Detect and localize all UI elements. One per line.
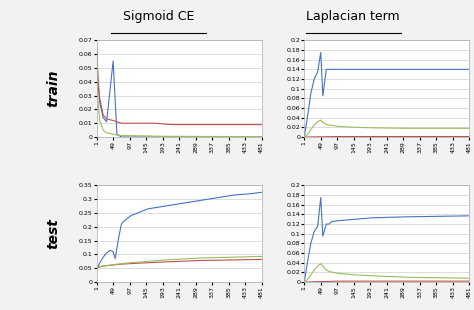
- Legend: origin, α=1.0, α=0.1: origin, α=1.0, α=0.1: [329, 191, 444, 202]
- Legend: origin, α=1.0, α=0.1: origin, α=1.0, α=0.1: [122, 191, 237, 202]
- Text: Sigmoid CE: Sigmoid CE: [123, 10, 194, 23]
- Text: train: train: [46, 70, 60, 107]
- Text: test: test: [46, 218, 60, 249]
- Text: Laplacian term: Laplacian term: [306, 10, 400, 23]
